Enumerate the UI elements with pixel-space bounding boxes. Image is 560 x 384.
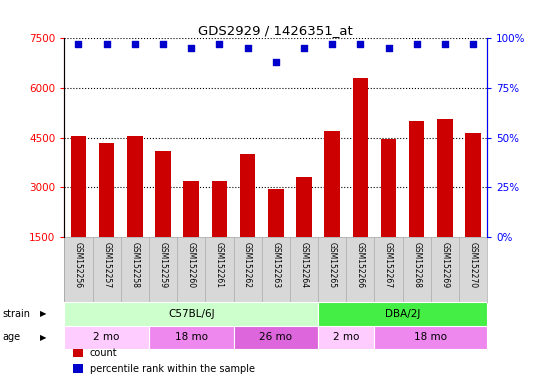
Bar [409,121,424,237]
Point [271,59,280,65]
Text: GSM152265: GSM152265 [328,242,337,288]
Point [243,45,252,51]
Point [158,41,167,48]
Text: 2 mo: 2 mo [94,333,120,343]
Bar [212,180,227,237]
Text: GSM152263: GSM152263 [271,242,281,288]
Text: GSM152266: GSM152266 [356,242,365,288]
Text: GSM152270: GSM152270 [469,242,478,288]
Bar [465,133,481,237]
Bar [234,326,318,349]
Bar [381,139,396,237]
Text: age: age [3,333,21,343]
Text: GSM152260: GSM152260 [186,242,196,288]
Text: count: count [90,348,118,358]
Text: GSM152261: GSM152261 [215,242,224,288]
Point [300,45,309,51]
Point [74,41,83,48]
Bar [73,348,83,357]
Point [328,41,337,48]
Bar [64,326,149,349]
Point [356,41,365,48]
Title: GDS2929 / 1426351_at: GDS2929 / 1426351_at [198,24,353,37]
Bar [268,189,283,237]
Text: GSM152262: GSM152262 [243,242,252,288]
Text: GSM152257: GSM152257 [102,242,111,288]
Bar [353,78,368,237]
Text: ▶: ▶ [40,309,47,318]
Bar [99,142,114,237]
Text: GSM152267: GSM152267 [384,242,393,288]
Bar [324,131,340,237]
Bar [155,151,171,237]
Text: 26 mo: 26 mo [259,333,292,343]
Bar [71,136,86,237]
Point [102,41,111,48]
Bar [240,154,255,237]
Bar [375,326,487,349]
Bar [64,302,318,326]
Text: GSM152264: GSM152264 [300,242,309,288]
Bar [149,326,234,349]
Text: GSM152256: GSM152256 [74,242,83,288]
Bar [318,326,375,349]
Bar [127,136,143,237]
Text: 18 mo: 18 mo [414,333,447,343]
Text: ▶: ▶ [40,333,47,342]
Text: percentile rank within the sample: percentile rank within the sample [90,364,255,374]
Text: GSM152269: GSM152269 [440,242,450,288]
Text: GSM152258: GSM152258 [130,242,139,288]
Text: GSM152259: GSM152259 [158,242,167,288]
Point [215,41,224,48]
Bar [296,177,312,237]
Bar [437,119,452,237]
Text: 18 mo: 18 mo [175,333,208,343]
Text: 2 mo: 2 mo [333,333,360,343]
Point [440,41,449,48]
Text: GSM152268: GSM152268 [412,242,421,288]
Point [469,41,478,48]
Text: strain: strain [3,309,31,319]
Point [384,45,393,51]
Point [412,41,421,48]
Point [130,41,139,48]
Text: C57BL/6J: C57BL/6J [168,309,214,319]
Bar [73,364,83,373]
Text: DBA/2J: DBA/2J [385,309,421,319]
Point [187,45,196,51]
Bar [184,180,199,237]
Bar [318,302,487,326]
